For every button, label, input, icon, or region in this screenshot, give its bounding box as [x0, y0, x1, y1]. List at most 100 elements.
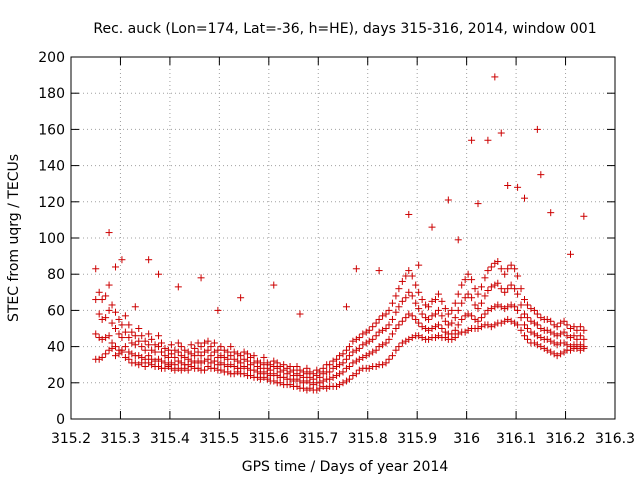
data-point	[355, 344, 363, 352]
data-point	[201, 348, 209, 356]
data-point	[286, 363, 294, 371]
data-point	[434, 290, 442, 298]
data-point	[303, 377, 311, 385]
data-point	[520, 194, 528, 202]
data-point	[336, 381, 344, 389]
data-point	[511, 285, 519, 293]
data-point	[270, 357, 278, 365]
data-point	[260, 361, 268, 369]
data-point	[464, 290, 472, 298]
data-point	[448, 330, 456, 338]
data-point	[504, 303, 512, 311]
data-point	[422, 301, 430, 309]
data-point	[125, 321, 133, 329]
data-point	[395, 285, 403, 293]
data-point	[504, 265, 512, 273]
data-point	[244, 350, 252, 358]
data-point	[553, 323, 561, 331]
data-point	[201, 339, 209, 347]
data-point	[517, 326, 525, 334]
data-point	[491, 321, 499, 329]
data-point	[481, 310, 489, 318]
data-point	[118, 334, 126, 342]
data-point	[112, 325, 120, 332]
data-point	[553, 352, 561, 360]
data-point	[174, 364, 182, 372]
data-point	[121, 353, 129, 361]
data-point	[533, 125, 541, 133]
data-point	[382, 339, 390, 347]
data-point	[474, 290, 482, 298]
data-point	[342, 377, 350, 385]
data-point	[395, 321, 403, 329]
data-point	[441, 317, 449, 325]
data-point	[128, 350, 136, 358]
data-point	[563, 332, 571, 340]
data-point	[151, 341, 159, 349]
data-point	[415, 332, 423, 340]
data-point	[392, 308, 400, 316]
data-point	[372, 346, 380, 354]
data-point	[345, 375, 353, 383]
data-point	[95, 355, 103, 363]
data-point	[177, 366, 185, 374]
data-point	[171, 346, 179, 354]
data-point	[145, 330, 153, 338]
data-point	[105, 281, 113, 289]
data-point	[191, 344, 199, 352]
data-point	[326, 368, 334, 376]
data-point	[135, 337, 143, 345]
data-point	[487, 323, 495, 331]
data-point	[339, 359, 347, 367]
data-point	[468, 276, 476, 284]
data-point	[316, 368, 324, 376]
data-point	[217, 352, 225, 360]
data-point	[372, 363, 380, 371]
data-point	[477, 323, 485, 331]
data-point	[385, 321, 393, 329]
data-point	[507, 301, 515, 309]
data-point	[444, 196, 452, 204]
data-point	[158, 357, 166, 365]
data-point	[497, 285, 505, 293]
data-point	[359, 330, 367, 338]
data-point	[372, 332, 380, 340]
data-point	[412, 299, 420, 307]
chart-title: Rec. auck (Lon=174, Lat=-36, h=HE), days…	[93, 21, 596, 37]
data-point	[352, 265, 360, 273]
data-point	[379, 326, 387, 334]
data-point	[177, 343, 185, 351]
data-point	[418, 323, 426, 331]
data-point	[210, 357, 218, 365]
data-point	[402, 294, 410, 302]
data-point	[102, 334, 110, 342]
data-point	[385, 355, 393, 363]
data-point	[497, 265, 505, 273]
data-point	[204, 337, 212, 345]
data-point	[461, 328, 469, 336]
data-point	[537, 343, 545, 351]
data-point	[431, 323, 439, 331]
data-point	[210, 364, 218, 372]
data-point	[514, 290, 522, 298]
data-point	[418, 310, 426, 318]
data-point	[227, 361, 235, 369]
data-point	[220, 346, 228, 354]
data-point	[105, 332, 113, 340]
data-point	[194, 339, 202, 347]
data-point	[207, 352, 215, 360]
data-point	[438, 312, 446, 320]
y-tick-label: 140	[38, 159, 65, 175]
data-point	[234, 357, 242, 365]
data-point	[392, 346, 400, 354]
data-point	[365, 337, 373, 345]
data-point	[576, 332, 584, 340]
data-point	[227, 343, 235, 351]
x-tick-label: 316	[453, 431, 480, 447]
data-point	[95, 288, 103, 296]
data-point	[155, 270, 163, 278]
data-point	[260, 353, 268, 361]
data-point	[388, 299, 396, 307]
data-point	[523, 301, 531, 309]
data-point	[434, 321, 442, 329]
